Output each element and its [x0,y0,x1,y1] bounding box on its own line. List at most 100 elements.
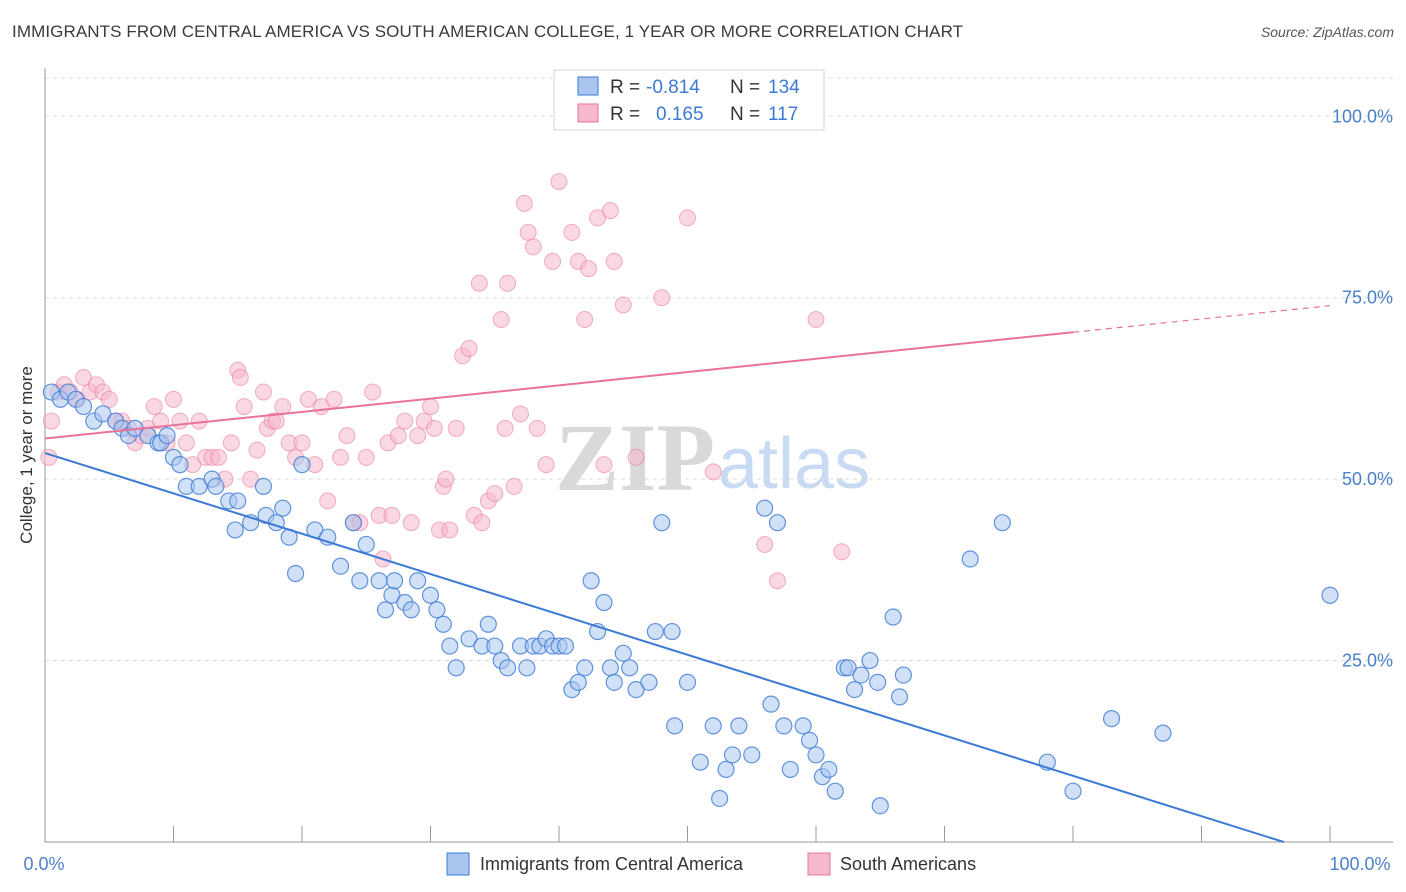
blue-point-77 [653,514,671,532]
blue-point-100 [839,659,857,677]
legend-pink-r-label: R = [610,104,640,125]
blue-point-104 [869,673,887,691]
watermark: ZIP atlas [555,404,870,511]
pink-point-58 [389,427,407,445]
pink-point-92 [580,260,598,278]
blue-point-88 [755,499,774,517]
pink-point-88 [550,173,568,191]
pink-point-93 [589,209,607,227]
pink-point-57 [383,506,401,524]
y-tick-label-3: 25.0% [1342,651,1393,671]
legend-blue-r-value: -0.814 [646,77,700,98]
blue-point-91 [775,717,793,735]
blue-point-92 [781,760,799,779]
blue-point-48 [441,637,459,655]
blue-point-50 [460,630,478,648]
pink-point-85 [528,419,546,437]
pink-point-103 [704,463,722,481]
pink-point-106 [807,310,825,328]
pink-point-48 [332,448,350,466]
blue-point-113 [1102,710,1121,728]
pink-point-78 [496,419,514,437]
blue-point-109 [961,550,979,568]
blue-point-66 [576,659,594,677]
blue-point-108 [894,666,912,684]
legend-pink-swatch [577,103,599,123]
pink-point-74 [473,514,491,532]
blue-point-36 [351,572,369,590]
pink-point-71 [460,340,478,358]
blue-point-75 [640,673,658,691]
blue-point-6 [94,405,112,423]
blue-point-14 [158,427,176,445]
trend-line-south-americans-extension [1072,305,1331,333]
pink-point-64 [425,419,443,437]
pink-point-102 [679,209,696,227]
blue-point-78 [663,622,681,641]
x-tick-label-max: 100.0% [1329,854,1390,874]
blue-point-30 [286,564,305,583]
bottom-legend-blue-label: Immigrants from Central America [480,854,744,874]
blue-point-103 [861,651,879,670]
blue-point-67 [582,572,600,590]
y-axis-label: College, 1 year or more [17,366,36,544]
trend-line-south-americans [44,331,1074,440]
pink-point-97 [614,296,632,314]
pink-point-31 [231,369,249,387]
pink-point-96 [605,252,623,270]
pink-point-68 [441,521,459,539]
pink-point-34 [248,441,266,459]
blue-point-112 [1064,782,1082,800]
blue-point-98 [826,782,844,800]
blue-point-97 [820,760,838,779]
blue-point-82 [704,717,722,735]
bottom-legend-pink-swatch [807,852,831,876]
pink-point-22 [177,434,195,452]
pink-point-77 [492,310,510,328]
blue-point-28 [274,499,292,517]
pink-point-79 [499,274,517,292]
y-tick-label-1: 75.0% [1342,288,1393,308]
pink-point-0 [40,448,58,466]
blue-point-43 [402,601,420,619]
blue-point-23 [229,492,247,510]
pink-point-38 [267,412,285,430]
blue-point-105 [871,797,889,815]
pink-point-89 [563,223,581,241]
blue-point-25 [254,477,273,495]
pink-point-39 [274,398,292,416]
chart-title: IMMIGRANTS FROM CENTRAL AMERICA VS SOUTH… [12,22,964,41]
blue-point-90 [768,514,787,532]
pink-point-84 [524,238,542,256]
pink-point-60 [402,514,420,532]
pink-point-76 [486,485,504,503]
blue-point-52 [479,615,497,633]
y-tick-label-2: 50.0% [1342,469,1393,489]
legend-blue-n-value: 134 [768,77,800,98]
blue-point-70 [601,659,620,677]
blue-point-101 [845,680,864,699]
blue-point-35 [344,514,362,532]
trend-line-central-america [44,452,1285,843]
pink-point-35 [254,383,272,401]
legend-box [553,69,825,131]
blue-point-44 [409,572,427,590]
blue-point-95 [807,746,825,764]
legend-pink-r-value: 0.165 [656,104,704,125]
pink-point-107 [833,543,851,561]
pink-point-82 [515,194,533,212]
legend-blue-swatch [577,76,599,96]
blue-point-39 [376,601,395,619]
blue-point-110 [993,514,1011,532]
y-tick-label-0: 100.0% [1332,106,1393,126]
legend-blue-n-label: N = [730,77,760,98]
blue-point-89 [762,695,780,713]
pink-point-83 [519,223,537,241]
pink-point-17 [145,398,163,416]
blue-point-18 [190,477,208,495]
pink-point-21 [171,412,189,430]
series-legend: Immigrants from Central America South Am… [446,852,976,876]
blue-point-72 [614,644,632,662]
blue-point-94 [800,731,819,750]
pink-point-29 [222,434,240,452]
